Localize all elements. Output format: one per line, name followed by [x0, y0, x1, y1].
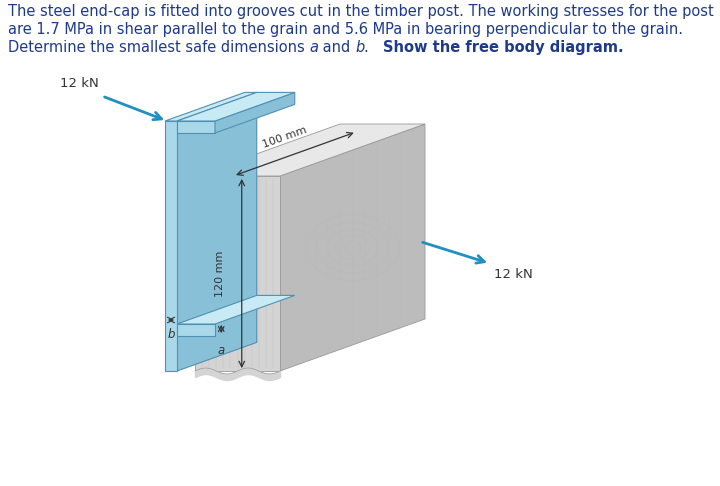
Text: are 1.7 MPa in shear parallel to the grain and 5.6 MPa in bearing perpendicular : are 1.7 MPa in shear parallel to the gra…: [8, 22, 683, 37]
Text: 12 kN: 12 kN: [60, 77, 99, 90]
Text: Show the free body diagram.: Show the free body diagram.: [383, 40, 624, 55]
Polygon shape: [177, 121, 215, 133]
Text: b: b: [355, 40, 364, 55]
Polygon shape: [165, 121, 177, 371]
Polygon shape: [177, 324, 215, 336]
Text: .: .: [364, 40, 383, 55]
Text: 120 mm: 120 mm: [215, 250, 225, 296]
Text: Determine the smallest safe dimensions: Determine the smallest safe dimensions: [8, 40, 310, 55]
Polygon shape: [177, 92, 257, 371]
Text: a: a: [217, 344, 225, 357]
Text: a: a: [310, 40, 318, 55]
Polygon shape: [195, 176, 280, 371]
Text: The steel end-cap is fitted into grooves cut in the timber post. The working str: The steel end-cap is fitted into grooves…: [8, 4, 714, 19]
Polygon shape: [177, 92, 294, 121]
Polygon shape: [195, 124, 425, 176]
Polygon shape: [215, 92, 294, 133]
Text: 12 kN: 12 kN: [494, 267, 533, 280]
Text: 100 mm: 100 mm: [261, 125, 308, 150]
Polygon shape: [280, 124, 425, 371]
Text: b: b: [167, 328, 175, 341]
Text: and: and: [318, 40, 355, 55]
Polygon shape: [165, 92, 257, 121]
Polygon shape: [177, 295, 294, 324]
